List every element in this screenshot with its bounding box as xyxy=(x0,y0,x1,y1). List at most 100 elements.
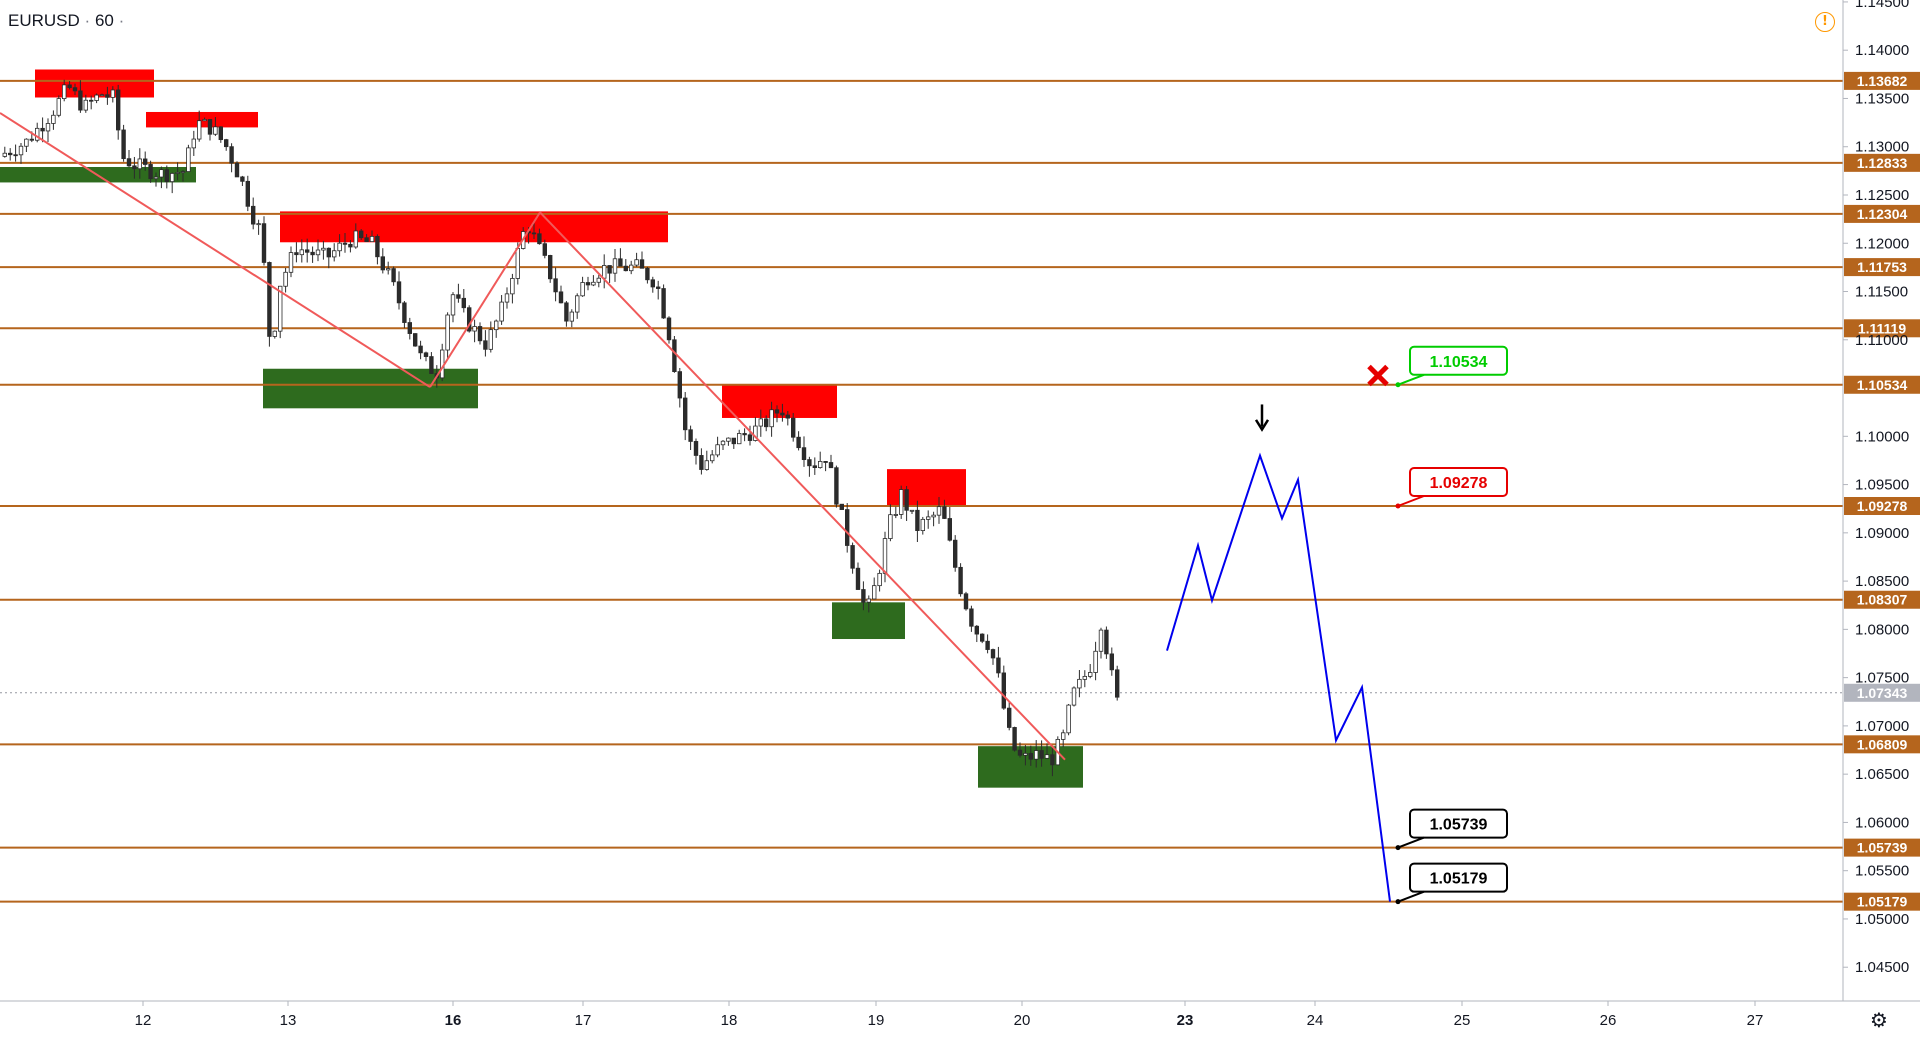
warning-icon[interactable]: ! xyxy=(1815,12,1835,32)
level-price-tag xyxy=(1844,735,1920,754)
candle xyxy=(1071,686,1077,707)
candle-body xyxy=(818,461,823,468)
candle xyxy=(591,275,596,287)
candle-body xyxy=(40,127,45,132)
candle xyxy=(980,633,985,644)
candle xyxy=(423,351,429,362)
candle xyxy=(656,280,661,300)
time-tick-label: 16 xyxy=(445,1012,462,1029)
candle xyxy=(72,83,78,95)
candle xyxy=(450,292,456,323)
candle xyxy=(629,260,634,275)
candle-body xyxy=(229,146,234,164)
candle-body xyxy=(94,94,99,101)
candle xyxy=(315,239,321,262)
supply-zone xyxy=(280,211,668,243)
candle xyxy=(180,170,186,182)
cross-icon xyxy=(1367,364,1389,387)
candle-body xyxy=(1017,749,1023,756)
candles-layer xyxy=(2,79,1120,777)
candle-body xyxy=(418,345,423,354)
candle xyxy=(699,448,704,475)
callout-box xyxy=(1409,467,1508,498)
candle xyxy=(666,316,672,344)
candle xyxy=(337,234,342,257)
candle-body xyxy=(29,138,34,141)
candle-body xyxy=(731,437,736,445)
candle-body xyxy=(861,589,866,603)
candle xyxy=(650,276,655,293)
candle-body xyxy=(877,572,882,587)
candle xyxy=(969,605,974,632)
candle-body xyxy=(634,259,639,266)
symbol-title[interactable]: EURUSD · 60 · xyxy=(8,11,124,31)
candle-body xyxy=(337,242,342,252)
candle-body xyxy=(931,514,936,518)
candle-body xyxy=(1098,629,1104,652)
candle-body xyxy=(612,258,618,274)
price-callout[interactable]: 1.05179 xyxy=(1395,862,1508,905)
candle xyxy=(742,428,747,442)
candle-body xyxy=(99,94,105,97)
candle xyxy=(569,309,574,328)
candle-body xyxy=(391,268,396,283)
candle xyxy=(893,506,898,519)
candle xyxy=(1115,665,1120,701)
candle xyxy=(602,254,607,289)
candle xyxy=(358,229,364,241)
price-callout[interactable]: 1.05739 xyxy=(1395,808,1508,851)
trend-line xyxy=(429,211,541,388)
candle-body xyxy=(186,147,191,172)
symbol-interval[interactable]: 60 xyxy=(94,11,114,30)
candle-body xyxy=(650,279,655,288)
price-tick-label: 1.14500 xyxy=(1855,0,1909,11)
gear-icon[interactable]: ⚙ xyxy=(1870,1008,1888,1032)
candle xyxy=(575,293,580,319)
candle-body xyxy=(218,126,223,141)
candle-body xyxy=(580,282,585,297)
time-tick-label: 25 xyxy=(1454,1012,1471,1029)
level-price-label: 1.13682 xyxy=(1857,73,1908,89)
candle-body xyxy=(926,516,931,520)
candle xyxy=(488,321,493,353)
candle-body xyxy=(710,454,715,462)
candle xyxy=(504,287,510,309)
candle xyxy=(531,222,537,239)
candle xyxy=(304,238,310,263)
candle-body xyxy=(753,425,758,441)
price-callout[interactable]: 1.09278 xyxy=(1395,467,1508,509)
price-tick-label: 1.08000 xyxy=(1855,621,1909,638)
candle xyxy=(807,456,812,477)
candle-body xyxy=(450,294,456,316)
candle-body xyxy=(639,259,645,269)
candle-body xyxy=(83,99,88,111)
candle xyxy=(1023,745,1028,766)
callout-anchor xyxy=(1395,845,1401,851)
candle-body xyxy=(893,514,898,516)
candle-body xyxy=(353,230,358,248)
level-price-tag xyxy=(1844,71,1920,90)
candle-body xyxy=(1104,629,1109,655)
price-callout[interactable]: 1.10534 xyxy=(1395,345,1508,388)
candle xyxy=(1093,641,1098,681)
candle xyxy=(240,175,245,186)
candle xyxy=(791,412,796,442)
candle-body xyxy=(715,444,720,456)
candle-body xyxy=(56,98,61,116)
candle xyxy=(899,485,904,519)
candle-body xyxy=(947,518,952,541)
candle xyxy=(348,240,353,253)
candle xyxy=(677,367,682,408)
candle-body xyxy=(823,461,828,463)
candle xyxy=(855,562,861,590)
candle-body xyxy=(850,545,855,569)
candle xyxy=(909,509,915,514)
candle xyxy=(256,219,261,235)
projection-layer xyxy=(1166,404,1391,902)
candle-body xyxy=(116,89,121,131)
callout-pointer xyxy=(1397,836,1425,849)
candle-body xyxy=(742,433,747,436)
candle xyxy=(926,510,931,529)
trend-layer xyxy=(0,112,1066,761)
